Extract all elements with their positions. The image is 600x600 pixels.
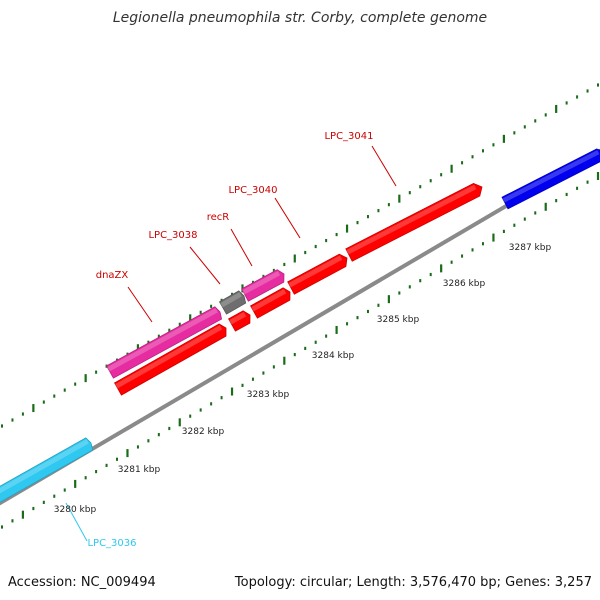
gene-label: recR [207, 212, 230, 223]
feature-arrow-red [228, 310, 251, 332]
gene-label: dnaZX [96, 270, 129, 281]
gene-label: LPC_3038 [148, 230, 197, 241]
kbp-label: 3285 kbp [377, 315, 420, 325]
kbp-label: 3282 kbp [182, 427, 225, 437]
inner-tick-ring [1, 172, 600, 529]
kbp-label: 3286 kbp [443, 279, 486, 289]
kbp-label: 3280 kbp [54, 505, 97, 515]
label-leader-line [230, 228, 253, 267]
label-leader-line [189, 246, 221, 285]
feature-track [0, 148, 600, 503]
gene-label: LPC_3040 [228, 185, 277, 196]
label-leader-line [127, 286, 153, 323]
gene-label: LPC_3036 [87, 538, 136, 549]
gene-label: LPC_3041 [324, 131, 373, 142]
genome-backbone [0, 148, 600, 506]
label-leader-line [274, 197, 301, 239]
feature-arrow-red [287, 253, 348, 295]
genome-info-text: Topology: circular; Length: 3,576,470 bp… [234, 575, 592, 590]
feature-arrow-gray [218, 290, 247, 315]
feature-arrow-magenta [106, 306, 223, 379]
feature-arrow-red [345, 183, 483, 262]
outer-tick-ring [1, 83, 599, 428]
map-title: Legionella pneumophila str. Corby, compl… [113, 10, 487, 26]
accession-text: Accession: NC_009494 [8, 575, 156, 590]
kbp-label: 3281 kbp [118, 465, 161, 475]
feature-arrow-blue [501, 148, 600, 210]
label-leader-line [65, 502, 88, 542]
kbp-labels: 3280 kbp 3281 kbp 3282 kbp 3283 kbp 3284 kbp… [54, 243, 552, 515]
kbp-label: 3283 kbp [247, 390, 290, 400]
feature-arrow-magenta [241, 269, 285, 302]
feature-arrow-red [114, 323, 227, 396]
feature-arrow-cyan [0, 437, 94, 503]
feature-arrow-red [250, 287, 291, 319]
kbp-label: 3287 kbp [509, 243, 552, 253]
label-leader-line [371, 145, 397, 187]
gene-labels: dnaZX LPC_3038 recR LPC_3040 LPC_3041 LPC_303… [65, 131, 397, 549]
kbp-label: 3284 kbp [312, 351, 355, 361]
